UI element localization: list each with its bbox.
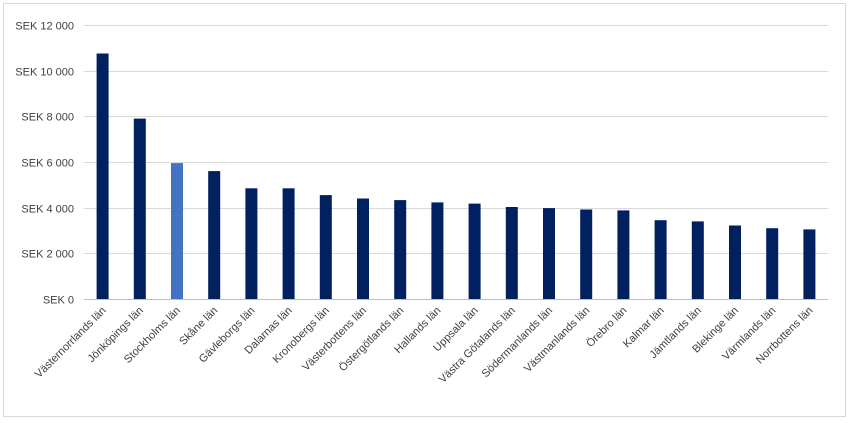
bar: [803, 229, 816, 299]
bar: [133, 118, 146, 299]
bar: [208, 171, 221, 299]
bar: [171, 163, 183, 299]
y-tick-label: SEK 8 000: [21, 112, 74, 124]
bar: [431, 202, 444, 299]
bar: [766, 228, 779, 299]
y-tick-label: SEK 4 000: [21, 204, 74, 216]
bar: [357, 198, 369, 299]
y-tick-label: SEK 0: [43, 295, 74, 307]
x-tick-label: Södermanlands län: [480, 305, 556, 381]
bar: [654, 220, 667, 299]
bar: [394, 200, 407, 299]
y-tick-label: SEK 10 000: [15, 67, 74, 79]
bar: [282, 188, 295, 299]
y-tick-label: SEK 2 000: [21, 249, 74, 261]
bar: [543, 208, 555, 299]
bar: [505, 207, 518, 299]
x-tick-label: Västerbottens län: [300, 305, 369, 374]
bar: [729, 225, 741, 299]
bar: [96, 53, 109, 299]
x-tick-label: Östergötlands län: [337, 305, 406, 374]
x-tick-label: Västernorrlands län: [33, 305, 109, 381]
bar: [617, 210, 630, 299]
bar: [245, 188, 258, 299]
bar: [691, 221, 704, 299]
bar: [319, 195, 332, 299]
y-tick-label: SEK 6 000: [21, 158, 74, 170]
y-tick-label: SEK 12 000: [15, 21, 74, 33]
bar: [468, 203, 481, 299]
x-tick-label: Västmanlands län: [522, 305, 592, 375]
bar: [580, 209, 593, 299]
